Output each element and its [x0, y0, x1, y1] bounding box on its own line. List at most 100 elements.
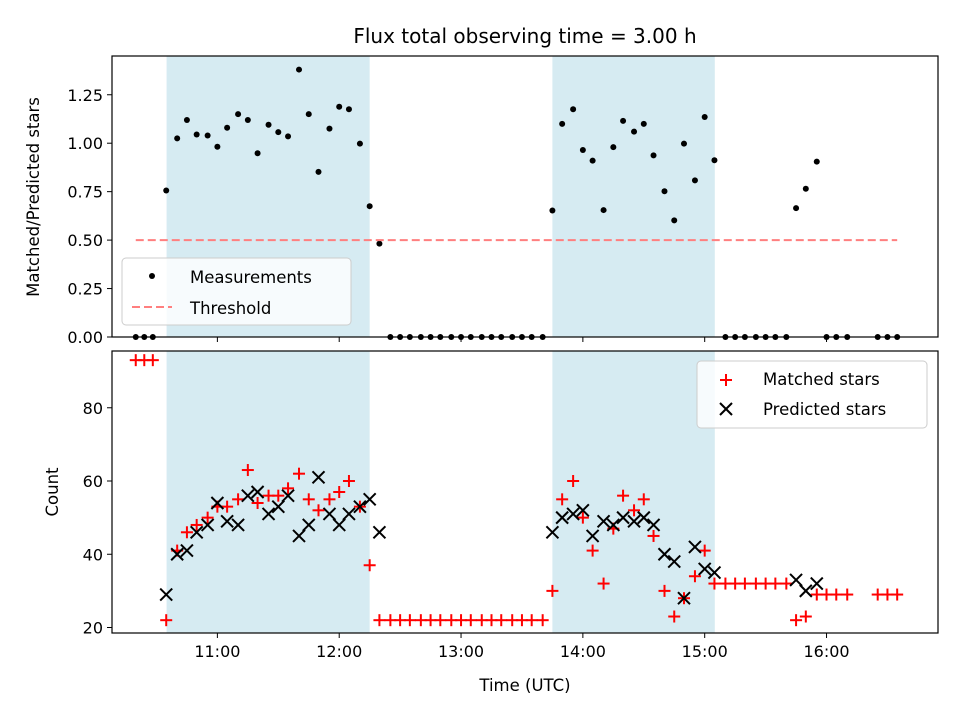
measurement-point	[589, 157, 596, 164]
predicted-star-point	[250, 485, 265, 499]
matched-star-point	[597, 577, 610, 590]
matched-star-point	[576, 511, 589, 524]
predicted-star-point	[271, 499, 286, 514]
matched-star-point	[708, 577, 721, 590]
measurement-point	[254, 150, 261, 157]
measurement-point	[214, 143, 221, 150]
predicted-star-point	[159, 587, 173, 602]
matched-star-point	[586, 544, 599, 557]
matched-star-point	[160, 614, 173, 627]
measurement-point	[235, 111, 242, 118]
measurement-point	[305, 111, 312, 118]
matched-star-point	[525, 614, 538, 627]
predicted-star-point	[596, 514, 611, 529]
matched-star-point	[272, 489, 285, 502]
predicted-star-point	[180, 543, 194, 558]
measurement-point	[610, 144, 617, 151]
measurement-point	[549, 207, 556, 214]
matched-star-point	[190, 518, 203, 531]
matched-star-point	[841, 588, 854, 601]
predicted-star-point	[281, 488, 295, 503]
measurement-point	[183, 116, 190, 123]
y-tick-label: 60	[83, 472, 103, 491]
matched-star-point	[201, 511, 214, 524]
predicted-star-point	[170, 547, 184, 561]
matched-star-point	[373, 614, 386, 627]
matched-star-point	[464, 614, 477, 627]
count-panel: 20 40 60 80 11:00 12:00 13:00 14:00 15:00 16:00 C…	[43, 350, 939, 695]
measurement-point	[579, 146, 586, 153]
matched-star-point	[891, 588, 904, 601]
measurement-point	[620, 117, 627, 124]
predicted-star-point	[566, 507, 580, 521]
y-tick-label: 40	[83, 545, 103, 564]
matched-star-point	[668, 610, 681, 623]
predicted-star-point	[799, 584, 813, 598]
count-y-axis-label: Count	[43, 467, 62, 517]
measurement-point	[570, 106, 577, 113]
predicted-star-point	[322, 507, 337, 521]
predicted-star-point	[789, 573, 803, 587]
y-tick-label: 1.00	[67, 134, 103, 153]
legend-predicted-label: Predicted stars	[763, 400, 886, 419]
measurement-point	[813, 158, 820, 165]
measurement-point	[640, 120, 647, 127]
measurement-point	[265, 121, 272, 128]
measurement-point	[163, 187, 170, 194]
y-tick-label: 0.50	[67, 231, 103, 250]
matched-star-point	[312, 504, 325, 517]
matched-star-point	[536, 614, 549, 627]
predicted-star-point	[576, 503, 590, 518]
predicted-star-point	[677, 591, 691, 605]
measurement-point	[631, 128, 638, 135]
matched-star-point	[403, 614, 416, 627]
measurement-point	[224, 124, 231, 131]
predicted-star-point	[555, 510, 569, 525]
matched-star-point	[617, 489, 630, 502]
measurement-point	[244, 116, 251, 123]
legend-x-icon	[719, 402, 733, 416]
predicted-star-point	[688, 540, 702, 554]
y-tick-label: 20	[83, 619, 103, 638]
predicted-star-point	[353, 499, 367, 514]
x-tick-label: 14:00	[560, 642, 606, 661]
matched-star-point	[323, 493, 336, 506]
matched-star-point	[146, 354, 159, 367]
x-axis-label: Time (UTC)	[478, 676, 570, 695]
ratio-panel: 0.00 0.25 0.50 0.75 1.00 1.25 Matched/Predict…	[24, 55, 939, 347]
measurement-point	[285, 133, 292, 140]
matched-star-point	[799, 610, 812, 623]
measurement-point	[315, 168, 322, 175]
matched-star-point	[251, 496, 264, 509]
predicted-star-point	[311, 470, 326, 485]
matched-star-point	[302, 493, 315, 506]
measurement-point	[275, 129, 282, 136]
matched-star-point	[282, 482, 295, 495]
predicted-star-point	[545, 525, 560, 539]
measurement-point	[376, 240, 383, 247]
predicted-star-point	[616, 510, 630, 525]
matched-star-point	[546, 584, 559, 597]
measurement-point	[701, 114, 708, 121]
predicted-star-point	[342, 507, 356, 521]
chart-title: Flux total observing time = 3.00 h	[353, 24, 696, 48]
matched-star-point	[830, 588, 843, 601]
measurement-point	[174, 135, 181, 142]
predicted-star-point	[332, 518, 346, 532]
predicted-star-point	[362, 492, 377, 507]
measurement-point	[661, 188, 668, 195]
predicted-star-point	[585, 529, 600, 543]
predicted-star-point	[200, 518, 215, 532]
matched-star-point	[637, 493, 650, 506]
measurement-point	[600, 207, 607, 214]
y-tick-label: 0.00	[67, 328, 103, 347]
predicted-star-point	[292, 529, 306, 543]
matched-star-point	[628, 504, 641, 517]
matched-star-point	[293, 467, 306, 480]
measurement-point	[345, 106, 352, 113]
predicted-star-point	[372, 525, 387, 539]
predicted-star-point	[657, 547, 672, 561]
predicted-star-point	[697, 562, 712, 576]
matched-star-point	[241, 464, 254, 477]
x-tick-label: 15:00	[682, 642, 728, 661]
